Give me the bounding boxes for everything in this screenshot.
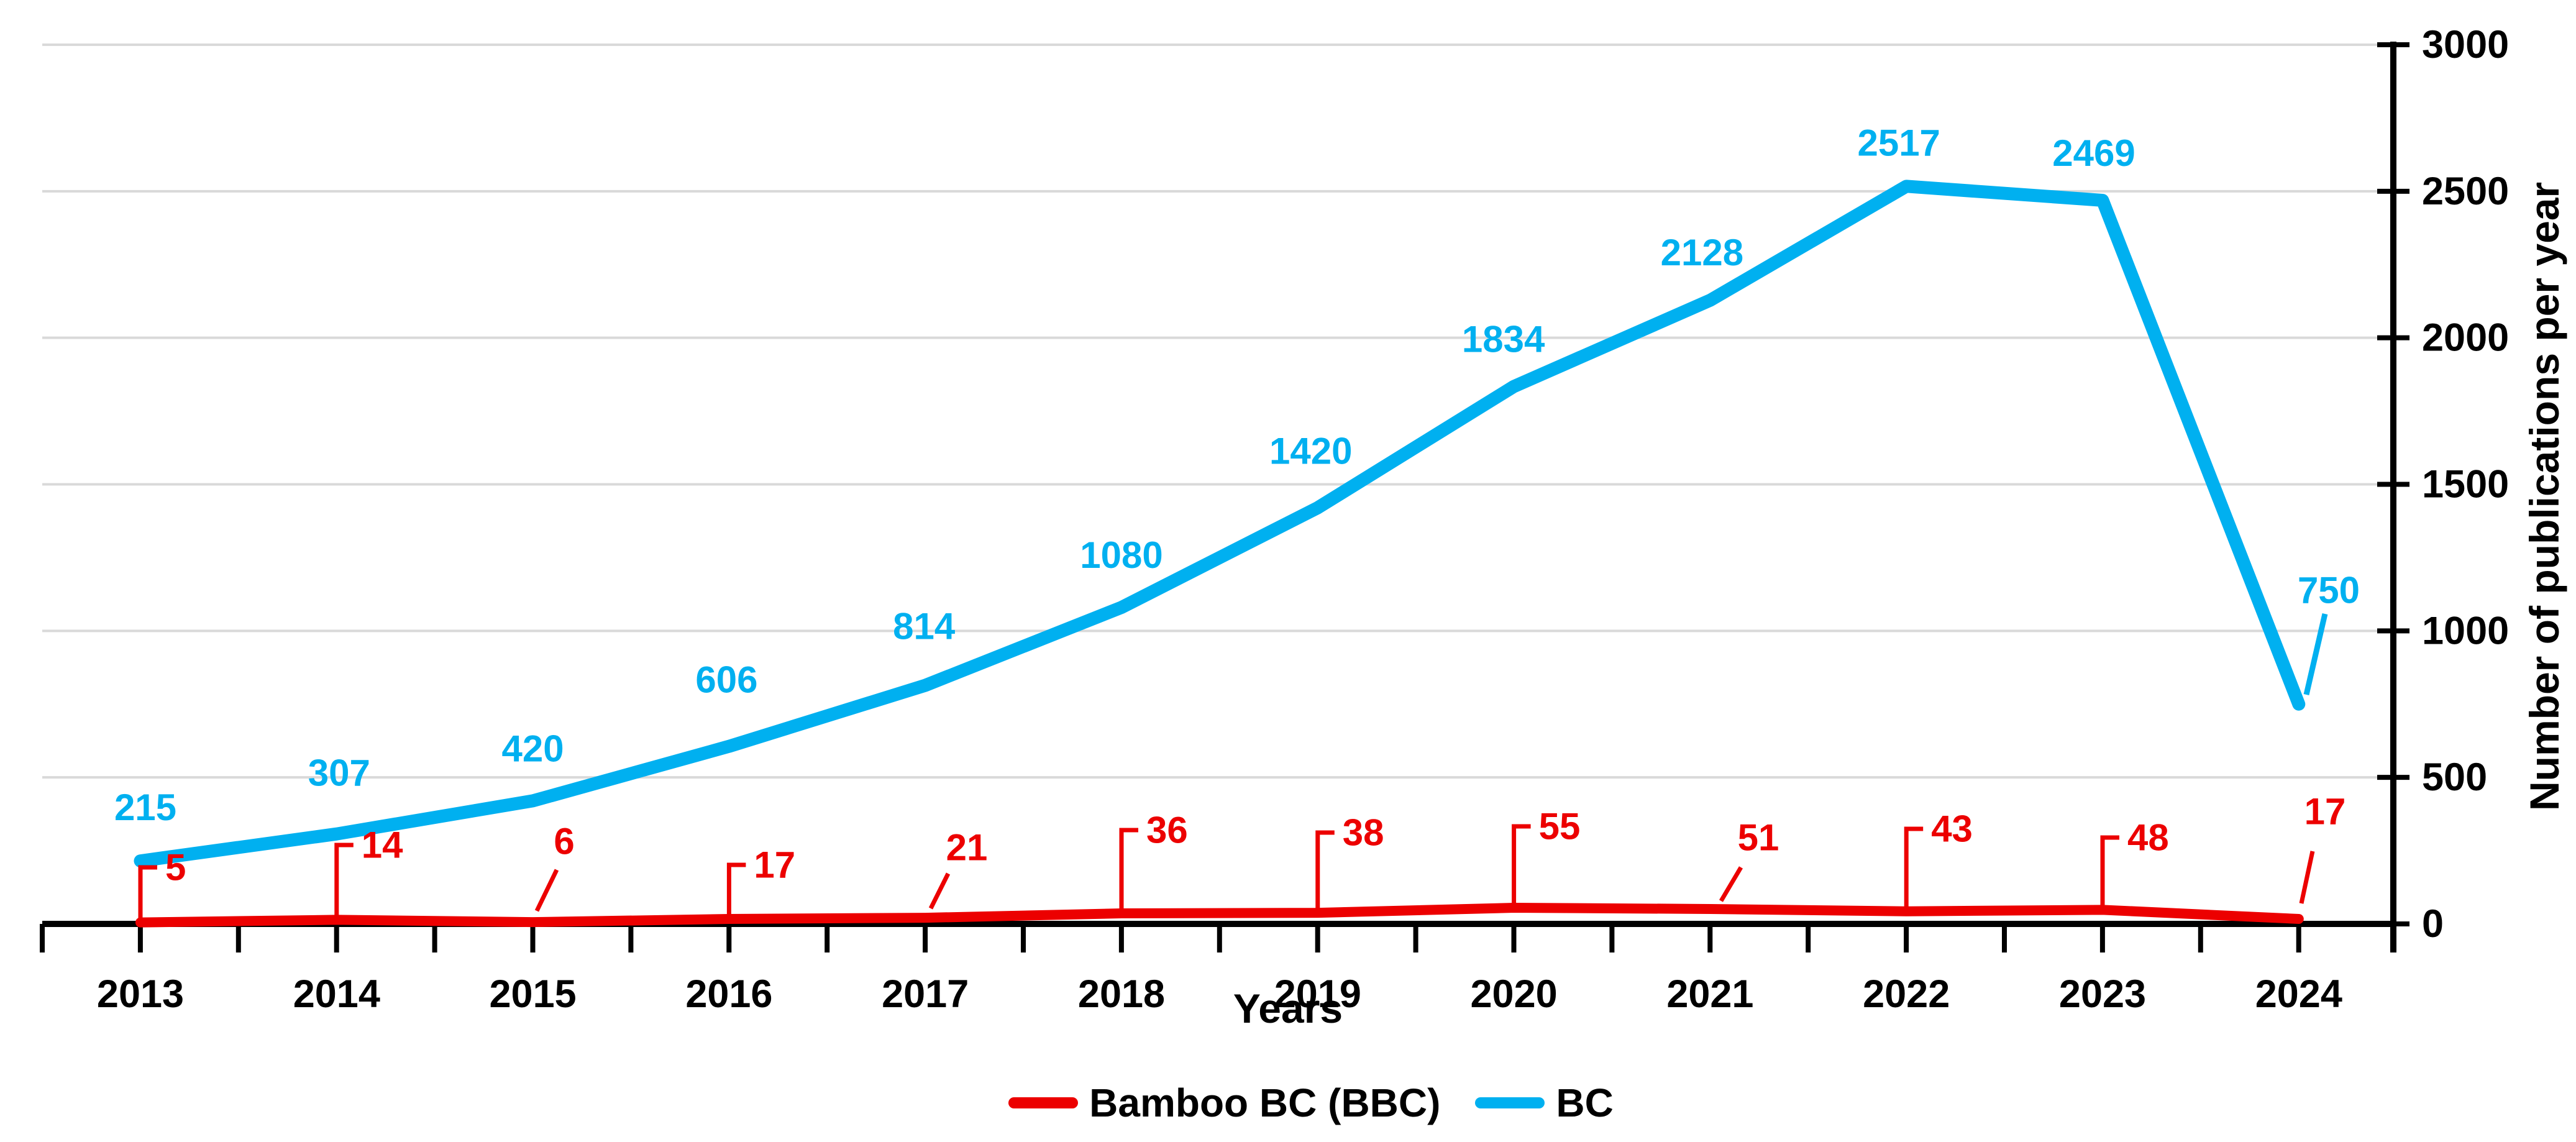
data-label-leader bbox=[2303, 613, 2328, 696]
legend-label-bamboo-bc: Bamboo BC (BBC) bbox=[1089, 1080, 1441, 1125]
data-label-bc: 2128 bbox=[1661, 232, 1743, 273]
legend-swatch-bamboo-bc bbox=[1008, 1097, 1079, 1108]
data-label-leader bbox=[1315, 830, 1335, 910]
data-label-bbc: 17 bbox=[754, 844, 795, 886]
data-label-leader bbox=[2299, 851, 2315, 904]
x-tick-label: 2023 bbox=[2059, 972, 2146, 1016]
x-tick-label: 2013 bbox=[97, 972, 184, 1016]
x-tick-label: 2014 bbox=[293, 972, 380, 1016]
data-label-leader bbox=[534, 869, 559, 912]
y-axis-title: Number of publications per year bbox=[2521, 181, 2567, 811]
data-label-leader bbox=[928, 872, 951, 910]
data-label-bbc: 5 bbox=[165, 847, 186, 888]
x-tick-label: 2015 bbox=[490, 972, 577, 1016]
y-tick-label: 500 bbox=[2422, 756, 2487, 799]
legend-item-bamboo-bc[interactable]: Bamboo BC (BBC) bbox=[1008, 1080, 1440, 1126]
data-label-bbc: 55 bbox=[1539, 806, 1581, 847]
data-label-bbc: 38 bbox=[1343, 812, 1384, 854]
x-tick-label: 2024 bbox=[2255, 972, 2342, 1016]
data-label-leader bbox=[138, 865, 157, 919]
data-label-bc: 2469 bbox=[2052, 132, 2135, 174]
data-label-bc: 1834 bbox=[1462, 318, 1545, 360]
legend-swatch-bc bbox=[1475, 1097, 1545, 1108]
data-label-leader bbox=[1904, 826, 1924, 908]
data-label-bbc: 36 bbox=[1146, 810, 1188, 851]
data-label-bc: 2517 bbox=[1857, 122, 1940, 163]
data-label-leader bbox=[1719, 866, 1743, 902]
data-label-bc: 1080 bbox=[1080, 534, 1162, 576]
data-label-bbc: 6 bbox=[554, 821, 574, 862]
data-label-bc: 215 bbox=[114, 787, 176, 828]
data-label-bbc: 14 bbox=[362, 825, 403, 866]
data-label-bc: 814 bbox=[893, 606, 956, 647]
y-tick-label: 1500 bbox=[2422, 463, 2509, 506]
data-label-leader bbox=[726, 862, 746, 915]
legend: Bamboo BC (BBC) BC bbox=[23, 1080, 2576, 1126]
data-label-leader bbox=[1512, 824, 1531, 905]
data-label-bc: 1420 bbox=[1269, 431, 1352, 472]
y-tick-label: 0 bbox=[2422, 902, 2444, 946]
x-tick-label: 2018 bbox=[1078, 972, 1165, 1016]
x-tick-label: 2019 bbox=[1274, 972, 1361, 1016]
data-label-bbc: 21 bbox=[946, 827, 988, 869]
x-tick-label: 2016 bbox=[685, 972, 772, 1016]
data-label-bc: 307 bbox=[308, 752, 370, 794]
data-label-bbc: 48 bbox=[2127, 817, 2169, 859]
y-tick-label: 2000 bbox=[2422, 316, 2509, 360]
x-tick-label: 2021 bbox=[1666, 972, 1753, 1016]
data-label-leader bbox=[2100, 835, 2119, 907]
x-tick-label: 2022 bbox=[1863, 972, 1950, 1016]
y-tick-label: 2500 bbox=[2422, 170, 2509, 213]
y-tick-label: 3000 bbox=[2422, 23, 2509, 66]
data-label-leader bbox=[334, 843, 354, 916]
x-axis-title: Years bbox=[1233, 985, 1343, 1031]
y-tick-label: 1000 bbox=[2422, 609, 2509, 652]
legend-label-bc: BC bbox=[1556, 1080, 1614, 1125]
data-label-bbc: 17 bbox=[2304, 791, 2346, 833]
data-label-leader bbox=[1119, 828, 1138, 910]
series-line-bamboo-bc bbox=[135, 903, 2304, 928]
data-label-bc: 750 bbox=[2298, 570, 2360, 611]
data-label-bbc: 43 bbox=[1931, 808, 1973, 850]
data-label-bbc: 51 bbox=[1738, 817, 1779, 859]
data-label-bc: 420 bbox=[502, 728, 564, 769]
x-tick-label: 2020 bbox=[1471, 972, 1558, 1016]
series-line-bc bbox=[134, 180, 2306, 868]
data-label-bc: 606 bbox=[695, 659, 757, 701]
legend-item-bc[interactable]: BC bbox=[1475, 1080, 1614, 1126]
x-tick-label: 2017 bbox=[882, 972, 969, 1016]
